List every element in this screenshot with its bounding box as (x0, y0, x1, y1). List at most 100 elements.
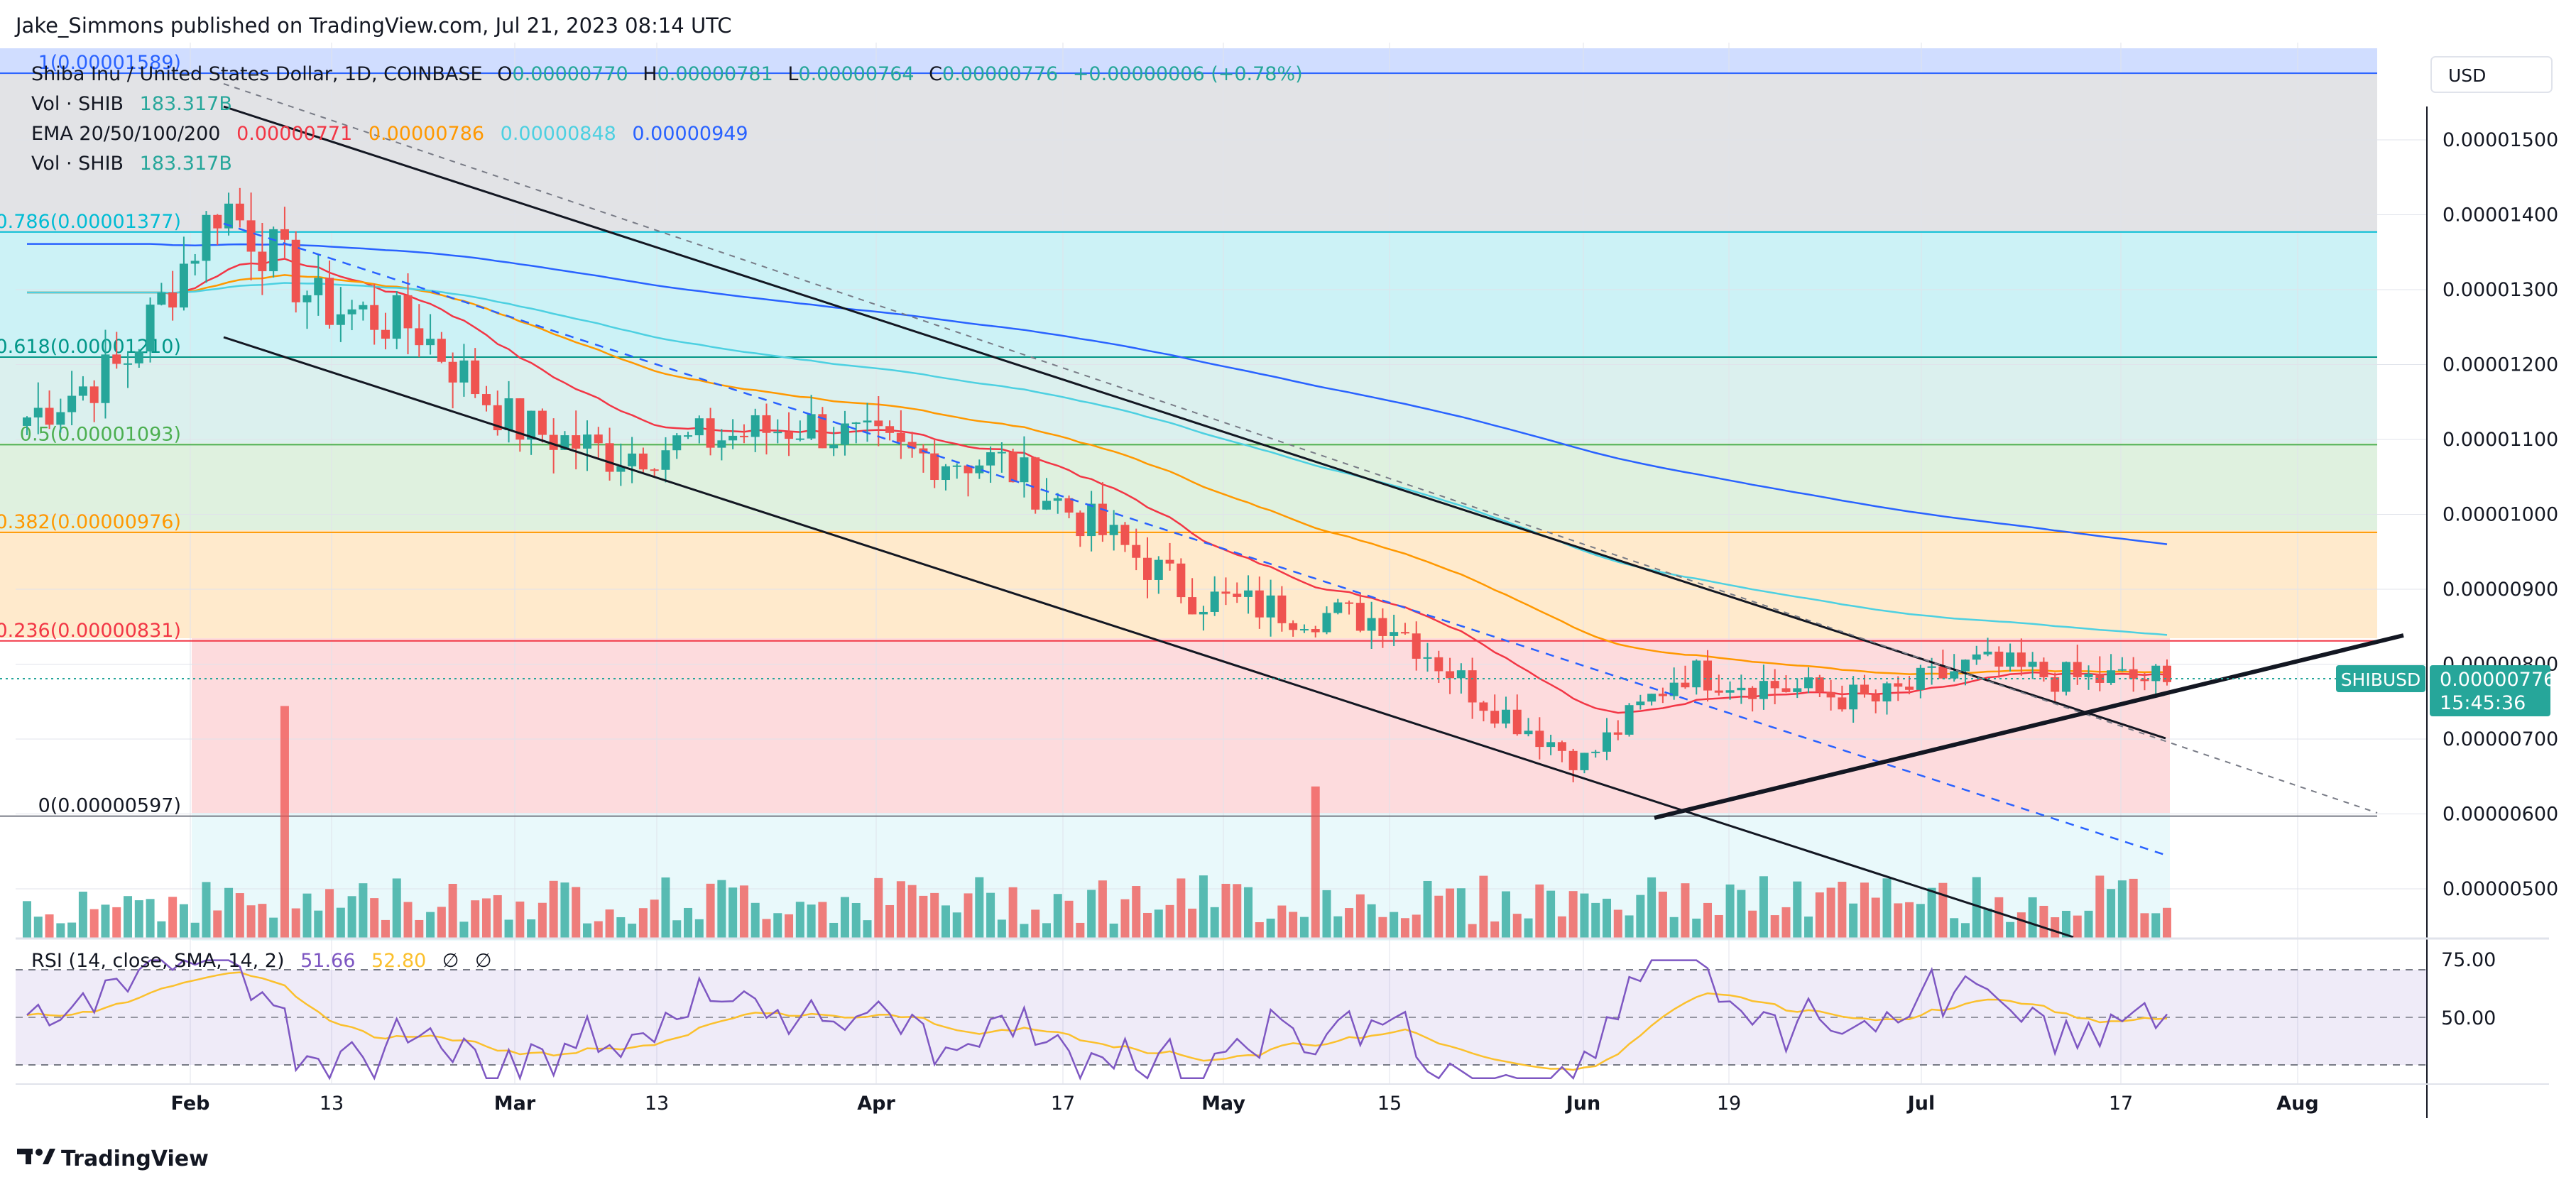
candle-body (1221, 591, 1230, 594)
candle-body (672, 435, 682, 451)
candle-body (952, 465, 961, 467)
volume-bar (1658, 891, 1667, 939)
candle-body (1681, 682, 1690, 688)
volume-bar (471, 900, 480, 939)
volume-bar (1311, 786, 1320, 939)
candle-body (1277, 595, 1287, 623)
candle-body (426, 339, 435, 346)
fib-band-0382-0236 (0, 530, 2377, 638)
volume-bar (964, 893, 973, 939)
candle-body (168, 292, 178, 308)
volume-bar (1613, 909, 1622, 939)
candle-body (717, 440, 726, 448)
candle-body (2051, 677, 2060, 692)
candle-body (2117, 669, 2127, 671)
countdown-label: 15:45:36 (2440, 692, 2526, 714)
volume-bar (33, 917, 43, 939)
currency-button-box[interactable] (2430, 56, 2553, 93)
candle-body (1838, 697, 1847, 710)
price-tag-box (2430, 665, 2550, 716)
volume-bar (818, 902, 827, 939)
price-axis: 0.00001500 0.00001400 0.00001300 0.00001200… (2443, 129, 2558, 900)
rsi-lines (26, 959, 2168, 1081)
candle-body (1008, 452, 1017, 483)
svg-text:Vol · SHIB 183.317B: Vol · SHIB 183.317B (31, 93, 232, 115)
volume-bar (717, 880, 726, 939)
volume-bar (537, 902, 547, 939)
legend-ema-label: EMA 20/50/100/200 (31, 123, 220, 145)
candle-body (1927, 666, 1936, 668)
candle-body (258, 251, 267, 272)
volume-bar (1748, 910, 1757, 939)
candle-body (2163, 665, 2171, 682)
candle-body (202, 214, 211, 261)
currency-label[interactable]: USD (2448, 65, 2486, 86)
tv-logo-icon (17, 1149, 55, 1164)
candle-body (1580, 753, 1589, 770)
volume-bar (583, 923, 592, 939)
candle-body (56, 412, 65, 425)
rsi-line (26, 959, 2168, 1081)
tv-logo-text: TradingView (61, 1147, 209, 1171)
candle-body (930, 453, 939, 481)
candle-body (650, 469, 659, 471)
svg-text:EMA 20/50/100/200 0.0000: EMA 20/50/100/200 0.00000771 0.00000786 … (31, 123, 748, 145)
candle-body (997, 452, 1006, 454)
candle-body (739, 435, 748, 437)
volume-bar (2061, 910, 2070, 939)
candle-body (459, 360, 469, 383)
volume-bar (78, 891, 87, 939)
volume-bar (1849, 903, 1858, 939)
volume-bar (785, 914, 794, 939)
volume-bar (302, 893, 312, 939)
volume-bar (1221, 883, 1230, 939)
channel-upper-line (223, 105, 2166, 740)
svg-text:Vol · SHIB 183.317B: Vol · SHIB 183.317B (31, 153, 232, 175)
ema-lines (27, 243, 2168, 714)
volume-bar (1725, 884, 1735, 939)
volume-bar (1838, 882, 1847, 939)
legend-low: 0.00000764 (798, 63, 914, 85)
candle-body (1737, 687, 1746, 691)
candle-body (336, 314, 345, 325)
candle-body (504, 398, 513, 431)
volume-bar (807, 904, 816, 939)
volume-bar (1199, 875, 1208, 939)
candle-body (549, 434, 558, 450)
candle-body (1087, 503, 1096, 537)
volume-bar (437, 907, 446, 939)
candle-body (1557, 742, 1566, 751)
currency-button[interactable]: USD (2430, 56, 2553, 93)
candle-body (403, 295, 413, 329)
volume-bar (504, 919, 513, 939)
candle-body (1938, 666, 1948, 679)
time-tick: May (1201, 1093, 1245, 1115)
candle-body (818, 414, 827, 449)
candle-body (437, 339, 446, 362)
rsi-sma-line (26, 971, 2168, 1071)
candles (23, 187, 2171, 782)
volume-bar (426, 912, 435, 939)
volume-bar (403, 902, 413, 939)
volume-bar (1098, 880, 1107, 939)
fib-band-1-0786 (0, 74, 2377, 231)
volume-bar (1289, 912, 1298, 939)
volume-bar (1636, 895, 1645, 939)
volume-bar (314, 910, 323, 939)
volume-bar (1524, 918, 1533, 939)
time-tick: 13 (320, 1093, 344, 1115)
volume-bar (1916, 904, 1925, 939)
candle-body (1412, 633, 1421, 659)
volume-bar (1669, 917, 1679, 939)
volume-bar (1950, 918, 1959, 939)
volume-bar (628, 924, 637, 939)
volume-bar (493, 895, 502, 939)
volume-bar (1580, 893, 1589, 939)
candle-body (964, 465, 973, 474)
volume-bar (1390, 912, 1399, 939)
candle-body (728, 435, 738, 441)
volume-bar (907, 885, 917, 939)
candle-body (2073, 662, 2082, 677)
rsi-tick-50: 50.00 (2441, 1007, 2496, 1029)
volume-bar (694, 919, 704, 939)
